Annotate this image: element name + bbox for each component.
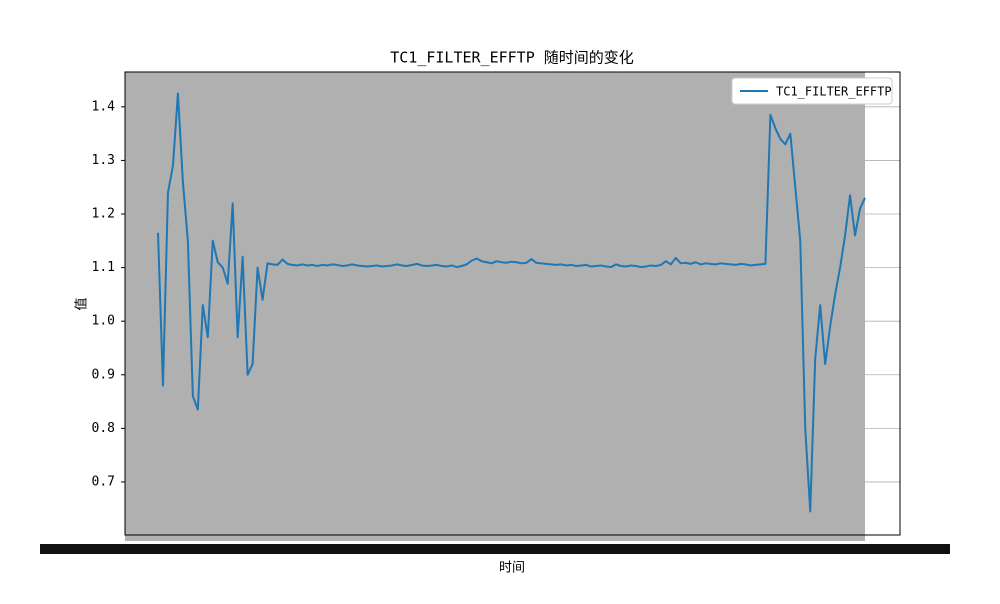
- y-tick-label: 0.9: [92, 367, 115, 382]
- y-tick-label: 1.4: [92, 99, 116, 114]
- legend-label: TC1_FILTER_EFFTP: [776, 85, 892, 99]
- shaded-region: [125, 72, 865, 541]
- y-tick-label: 0.7: [92, 474, 115, 489]
- axes-frame: [124, 71, 901, 536]
- line: [157, 92, 866, 513]
- legend-box: [731, 77, 893, 105]
- x-tick-labels-overlap: [40, 544, 950, 554]
- y-tick-label: 1.3: [92, 153, 115, 168]
- y-tick-label: 1.0: [92, 314, 115, 329]
- y-tick-label: 1.1: [92, 260, 115, 275]
- chart-title: TC1_FILTER_EFFTP 随时间的变化: [390, 49, 634, 67]
- y-axis-label: 值: [74, 297, 90, 310]
- x-axis-label: 时间: [499, 561, 525, 576]
- y-tick-label: 0.8: [92, 421, 115, 436]
- y-tick-label: 1.2: [92, 207, 115, 222]
